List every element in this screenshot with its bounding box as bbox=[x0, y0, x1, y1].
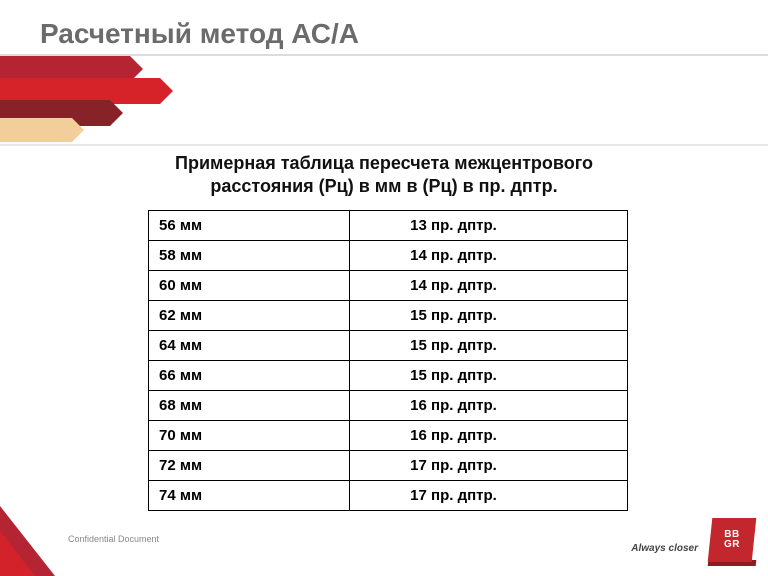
cell-pd: 14 пр. дптр. bbox=[350, 241, 628, 271]
cell-pd: 13 пр. дптр. bbox=[350, 211, 628, 241]
confidential-label: Confidential Document bbox=[68, 534, 159, 544]
cell-pd: 15 пр. дптр. bbox=[350, 301, 628, 331]
tagline: Always closer bbox=[631, 543, 698, 554]
cell-mm: 56 мм bbox=[149, 211, 350, 241]
divider-under-stripes bbox=[0, 144, 768, 146]
cell-mm: 62 мм bbox=[149, 301, 350, 331]
table-row: 56 мм13 пр. дптр. bbox=[149, 211, 628, 241]
cell-pd: 17 пр. дптр. bbox=[350, 451, 628, 481]
conversion-table: 56 мм13 пр. дптр. 58 мм14 пр. дптр. 60 м… bbox=[148, 210, 628, 511]
table-row: 68 мм16 пр. дптр. bbox=[149, 391, 628, 421]
cell-pd: 14 пр. дптр. bbox=[350, 271, 628, 301]
table-row: 60 мм14 пр. дптр. bbox=[149, 271, 628, 301]
subtitle: Примерная таблица пересчета межцентровог… bbox=[0, 152, 768, 197]
logo-text: BB GR bbox=[724, 530, 740, 550]
table-row: 66 мм15 пр. дптр. bbox=[149, 361, 628, 391]
subtitle-line-1: Примерная таблица пересчета межцентровог… bbox=[175, 153, 593, 173]
subtitle-line-2: расстояния (Рц) в мм в (Рц) в пр. дптр. bbox=[210, 176, 557, 196]
brand-logo: BB GR bbox=[708, 518, 757, 562]
cell-pd: 16 пр. дптр. bbox=[350, 391, 628, 421]
cell-mm: 60 мм bbox=[149, 271, 350, 301]
table-row: 62 мм15 пр. дптр. bbox=[149, 301, 628, 331]
table-row: 72 мм17 пр. дптр. bbox=[149, 451, 628, 481]
table-row: 58 мм14 пр. дптр. bbox=[149, 241, 628, 271]
page-title: Расчетный метод АС/А bbox=[40, 18, 359, 50]
table-row: 70 мм16 пр. дптр. bbox=[149, 421, 628, 451]
cell-mm: 68 мм bbox=[149, 391, 350, 421]
slide-root: Расчетный метод АС/А Примерная таблица п… bbox=[0, 0, 768, 576]
table-row: 74 мм17 пр. дптр. bbox=[149, 481, 628, 511]
cell-pd: 16 пр. дптр. bbox=[350, 421, 628, 451]
cell-mm: 66 мм bbox=[149, 361, 350, 391]
stripe-4 bbox=[0, 118, 72, 142]
cell-pd: 15 пр. дптр. bbox=[350, 361, 628, 391]
cell-mm: 72 мм bbox=[149, 451, 350, 481]
logo-line-2: GR bbox=[724, 539, 740, 550]
corner-triangle-2 bbox=[0, 531, 35, 576]
cell-mm: 70 мм bbox=[149, 421, 350, 451]
cell-pd: 15 пр. дптр. bbox=[350, 331, 628, 361]
cell-mm: 64 мм bbox=[149, 331, 350, 361]
cell-mm: 58 мм bbox=[149, 241, 350, 271]
corner-accent bbox=[0, 506, 55, 576]
table-row: 64 мм15 пр. дптр. bbox=[149, 331, 628, 361]
cell-mm: 74 мм bbox=[149, 481, 350, 511]
cell-pd: 17 пр. дптр. bbox=[350, 481, 628, 511]
